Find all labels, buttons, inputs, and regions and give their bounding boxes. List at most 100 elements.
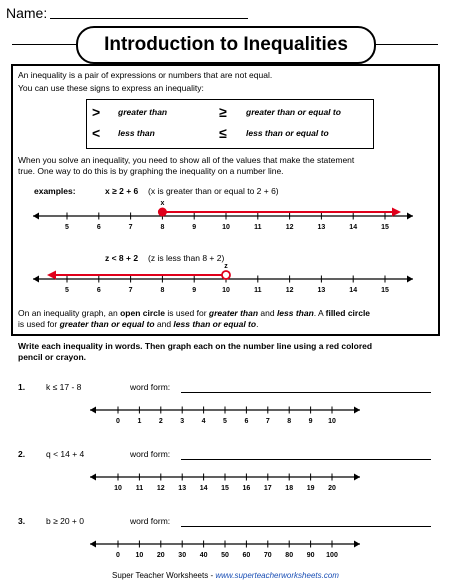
problem-2-tick-label-19: 19 <box>307 485 315 492</box>
example-1-tick-label-6: 6 <box>97 224 101 231</box>
problem-1-right-arrowhead <box>354 406 360 414</box>
solve-line-2: true. One way to do this is by graphing … <box>18 166 284 176</box>
problem-1-word-line[interactable] <box>181 392 431 393</box>
example-1-tick-label-14: 14 <box>349 224 357 231</box>
footer: Super Teacher Worksheets - www.superteac… <box>0 571 451 580</box>
footer-url[interactable]: www.superteacherworksheets.com <box>215 571 339 580</box>
less-than-meaning: less than <box>118 128 155 138</box>
greater-than-meaning: greater than <box>118 107 168 117</box>
problem-2-tick-label-10: 10 <box>114 485 122 492</box>
problem-1-tick-label-8: 8 <box>287 418 291 425</box>
problem-3-tick-label-50: 50 <box>221 552 229 559</box>
example-2-tick-label-10: 10 <box>222 287 230 294</box>
example-2-tick-label-8: 8 <box>160 287 164 294</box>
name-label: Name: <box>6 5 48 21</box>
example-1-tick-label-15: 15 <box>381 224 389 231</box>
example-1-tick-label-10: 10 <box>222 224 230 231</box>
problem-1-left-arrowhead <box>90 406 96 414</box>
example-1-tick-label-8: 8 <box>160 224 164 231</box>
instructions-line-2: pencil or crayon. <box>18 352 87 362</box>
circle-note-line-1: On an inequality graph, an open circle i… <box>18 308 371 318</box>
problem-3-tick-label-70: 70 <box>264 552 272 559</box>
problem-3-tick-label-40: 40 <box>200 552 208 559</box>
example-1-tick-label-13: 13 <box>318 224 326 231</box>
example-2-tick-label-6: 6 <box>97 287 101 294</box>
problem-2-left-arrowhead <box>90 473 96 481</box>
problem-3-tick-label-80: 80 <box>285 552 293 559</box>
problem-1-tick-label-1: 1 <box>137 418 141 425</box>
problem-1-tick-label-7: 7 <box>266 418 270 425</box>
example-2-tick-label-15: 15 <box>381 287 389 294</box>
footer-brand: Super Teacher Worksheets - <box>112 571 216 580</box>
solve-line-1: When you solve an inequality, you need t… <box>18 155 355 165</box>
problem-3-left-arrowhead <box>90 540 96 548</box>
problem-2-tick-label-17: 17 <box>264 485 272 492</box>
problem-1-tick-label-4: 4 <box>202 418 206 425</box>
signs-table <box>86 99 374 149</box>
intro-line-2: You can use these signs to express an in… <box>18 83 204 93</box>
example-1-tick-label-5: 5 <box>65 224 69 231</box>
less-equal-symbol: ≤ <box>219 125 227 141</box>
problem-1-tick-label-6: 6 <box>244 418 248 425</box>
problem-3-word-label: word form: <box>130 516 171 526</box>
greater-equal-meaning: greater than or equal to <box>246 107 341 117</box>
less-than-symbol: < <box>92 125 101 141</box>
problem-2-tick-label-13: 13 <box>178 485 186 492</box>
problem-3-word-line[interactable] <box>181 526 431 527</box>
problem-3-tick-label-90: 90 <box>307 552 315 559</box>
problem-2-right-arrowhead <box>354 473 360 481</box>
problem-3-tick-label-60: 60 <box>243 552 251 559</box>
problem-1-tick-label-5: 5 <box>223 418 227 425</box>
instructions-line-1: Write each inequality in words. Then gra… <box>18 341 373 351</box>
problem-3-tick-label-30: 30 <box>178 552 186 559</box>
problem-1-tick-label-0: 0 <box>116 418 120 425</box>
example-2-tick-label-5: 5 <box>65 287 69 294</box>
examples-label: examples: <box>34 186 76 196</box>
example-2-left-arrowhead <box>33 275 39 283</box>
problem-1-expression: k ≤ 17 - 8 <box>46 382 82 392</box>
example-1-filled-circle <box>157 207 167 217</box>
problem-3-tick-label-20: 20 <box>157 552 165 559</box>
example-1-tick-label-11: 11 <box>254 224 262 231</box>
problem-2-tick-label-16: 16 <box>243 485 251 492</box>
example-1-variable-label: x <box>160 200 164 207</box>
example-2-tick-label-11: 11 <box>254 287 262 294</box>
example-1-tick-label-7: 7 <box>129 224 133 231</box>
problem-2-word-line[interactable] <box>181 459 431 460</box>
example-1-tick-label-12: 12 <box>286 224 294 231</box>
example-1-tick-label-9: 9 <box>192 224 196 231</box>
example-2-description: (z is less than 8 + 2) <box>148 253 225 263</box>
example-2-tick-label-7: 7 <box>129 287 133 294</box>
problem-3-number: 3. <box>18 516 26 526</box>
example-2-variable-label: z <box>224 263 228 270</box>
example-1-description: (x is greater than or equal to 2 + 6) <box>148 186 279 196</box>
example-2-right-arrowhead <box>407 275 413 283</box>
problem-1-tick-label-10: 10 <box>328 418 336 425</box>
problem-3-tick-label-10: 10 <box>136 552 144 559</box>
greater-equal-symbol: ≥ <box>219 104 227 120</box>
problem-1-tick-label-2: 2 <box>159 418 163 425</box>
name-input-line[interactable] <box>50 18 248 19</box>
problem-3-tick-label-0: 0 <box>116 552 120 559</box>
example-1-expression: x ≥ 2 + 6 <box>105 186 139 196</box>
example-2-solution-arrowhead <box>47 270 56 280</box>
problem-2-expression: q < 14 + 4 <box>46 449 85 459</box>
problem-3-tick-label-100: 100 <box>326 552 338 559</box>
problem-3-right-arrowhead <box>354 540 360 548</box>
less-equal-meaning: less than or equal to <box>246 128 329 138</box>
example-2-tick-label-14: 14 <box>349 287 357 294</box>
intro-line-1: An inequality is a pair of expressions o… <box>18 70 273 80</box>
problem-2-tick-label-20: 20 <box>328 485 336 492</box>
problem-2-tick-label-12: 12 <box>157 485 165 492</box>
example-2-open-circle <box>221 270 231 280</box>
example-2-tick-label-13: 13 <box>318 287 326 294</box>
problem-1-tick-label-3: 3 <box>180 418 184 425</box>
problem-2-number: 2. <box>18 449 26 459</box>
problem-1-word-label: word form: <box>130 382 171 392</box>
problem-3-expression: b ≥ 20 + 0 <box>46 516 84 526</box>
problem-2-tick-label-14: 14 <box>200 485 208 492</box>
problem-2-tick-label-18: 18 <box>285 485 293 492</box>
example-1-solution-arrowhead <box>392 207 401 217</box>
greater-than-symbol: > <box>92 104 101 120</box>
